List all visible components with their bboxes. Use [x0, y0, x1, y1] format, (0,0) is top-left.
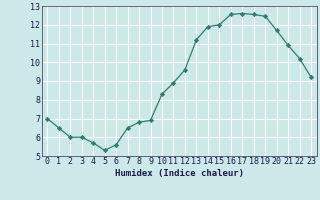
X-axis label: Humidex (Indice chaleur): Humidex (Indice chaleur)	[115, 169, 244, 178]
